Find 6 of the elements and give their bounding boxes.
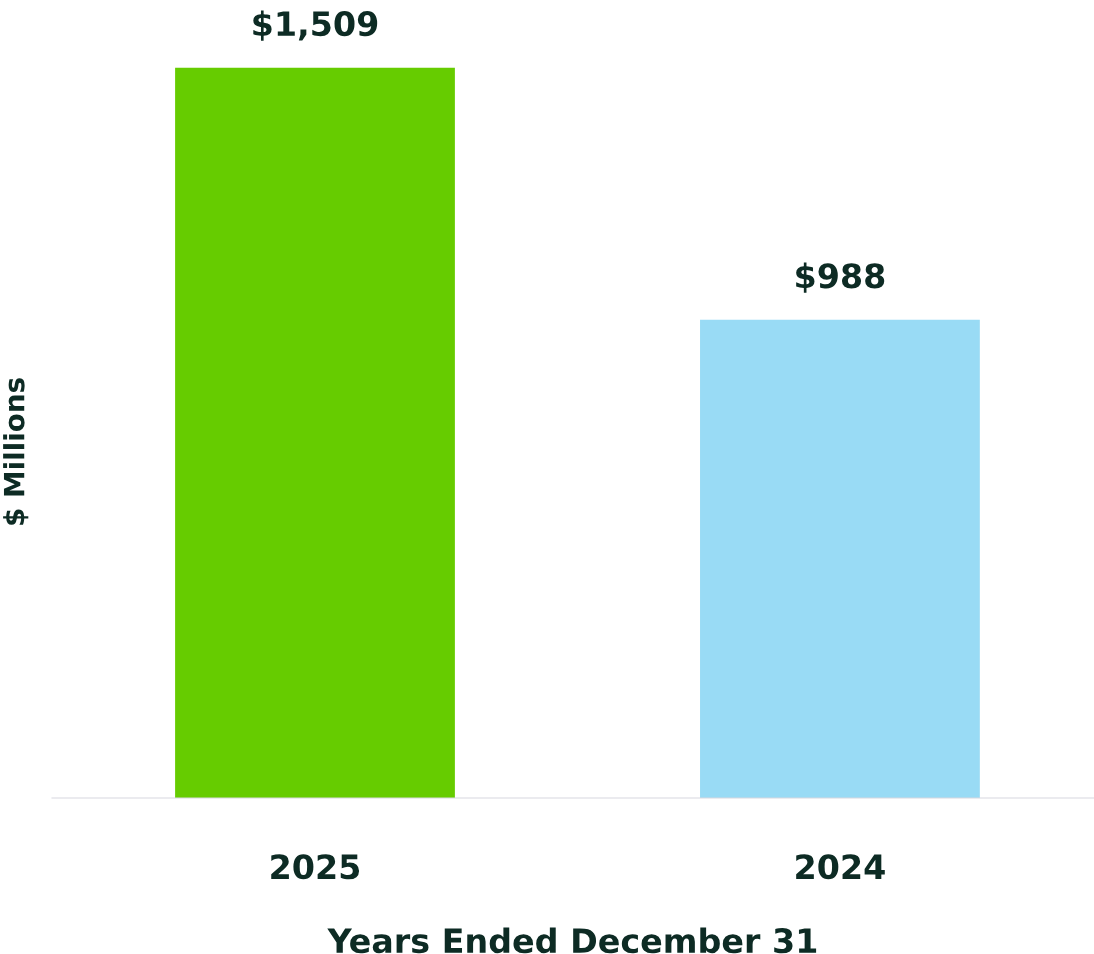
x-axis-title: Years Ended December 31 [327,927,817,954]
x-tick-label: 2024 [796,854,885,880]
x-tick-label: 2025 [271,854,360,880]
data-label: $1,509 [253,10,378,41]
y-axis-title: $ Millions [3,378,29,525]
data-label: $988 [796,262,885,293]
